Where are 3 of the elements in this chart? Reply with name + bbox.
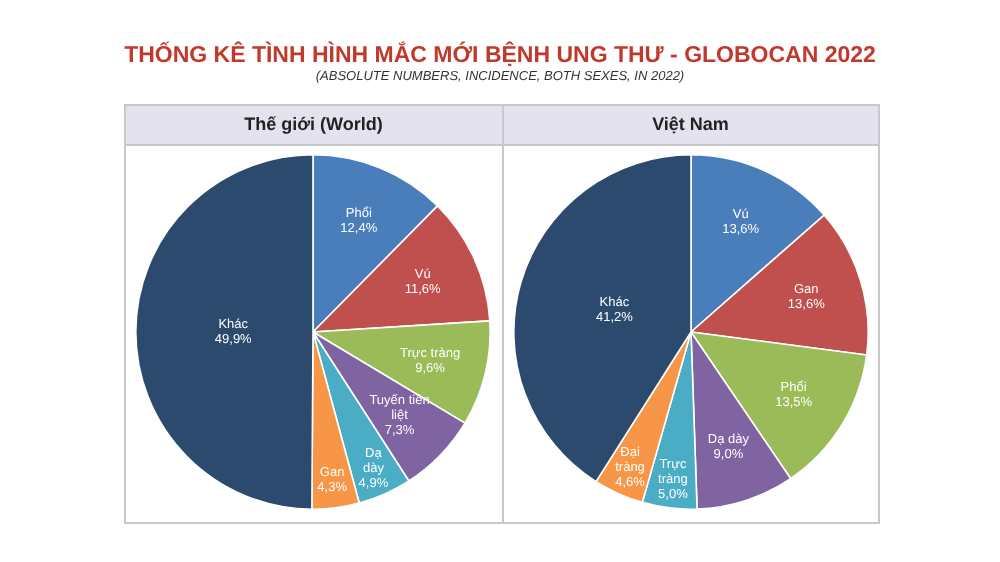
chart-title: Việt Nam [503, 106, 878, 146]
chart-title: Thế giới (World) [126, 106, 501, 146]
text: THỐNG KÊ TÌNH HÌNH MẮC MỚI BỆNH UNG THƯ - GLOBOCAN 2022 [122, 44, 878, 68]
